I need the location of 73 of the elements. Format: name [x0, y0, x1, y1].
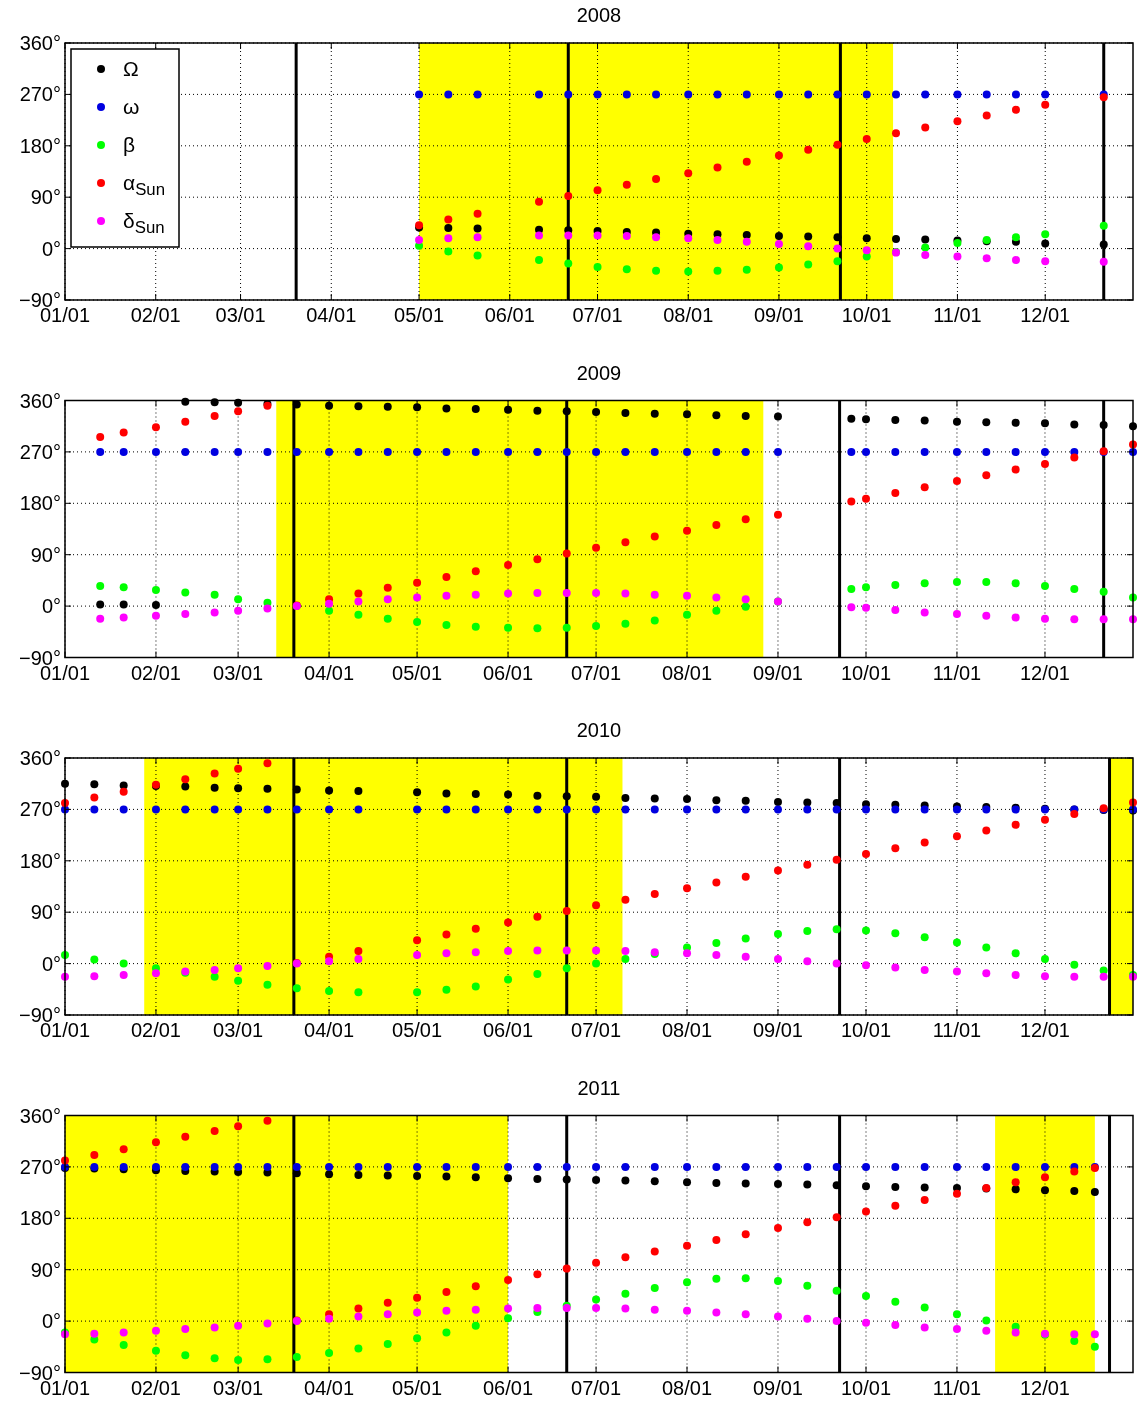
- x-tick-label: 09/01: [752, 1019, 804, 1041]
- legend-label: β: [123, 133, 136, 156]
- x-tick-label: 10/01: [840, 661, 892, 684]
- x-tick-label: 06/01: [483, 1376, 534, 1399]
- x-tick-label: 09/01: [752, 1376, 804, 1399]
- y-tick-label: 0°: [41, 952, 61, 975]
- legend-label: α$_{Sun}$: [123, 171, 165, 200]
- y-tick-label: 180°: [19, 849, 61, 872]
- x-tick-label: 02/01: [130, 304, 181, 326]
- x-tick-label: 12/01: [1019, 661, 1071, 684]
- x-tick-label: 03/01: [215, 304, 266, 326]
- x-tick-label: 08/01: [661, 661, 713, 684]
- x-tick-label: 09/01: [753, 304, 804, 326]
- y-tick-label: 0°: [41, 237, 61, 260]
- x-tick-label: 04/01: [304, 661, 355, 684]
- x-tick-label: 02/01: [130, 1019, 181, 1041]
- x-tick-label: 11/01: [932, 1376, 982, 1399]
- y-tick-label: 360°: [19, 1104, 61, 1127]
- y-tick-label: 90°: [30, 543, 61, 566]
- x-tick-label: 12/01: [1020, 304, 1071, 326]
- x-tick-label: 04/01: [304, 1376, 355, 1399]
- x-tick-label: 03/01: [213, 1376, 264, 1399]
- x-tick-label: 10/01: [841, 304, 892, 326]
- x-tick-label: 03/01: [213, 661, 264, 684]
- x-tick-label: 07/01: [571, 1019, 622, 1041]
- x-tick-label: 04/01: [304, 1019, 355, 1041]
- x-tick-label: 10/01: [840, 1019, 892, 1041]
- x-tick-label: 03/01: [213, 1019, 264, 1041]
- y-tick-label: 270°: [19, 83, 61, 106]
- y-tick-label: 270°: [19, 1155, 61, 1178]
- y-tick-label: 180°: [19, 492, 61, 515]
- y-tick-label: 180°: [19, 1207, 61, 1230]
- x-tick-label: 10/01: [840, 1376, 892, 1399]
- legend-label: ω: [123, 95, 140, 118]
- x-tick-label: 08/01: [661, 1019, 713, 1041]
- chart-title: 2010: [576, 719, 622, 741]
- x-tick-label: 08/01: [663, 304, 714, 326]
- y-tick-label: 90°: [30, 186, 61, 209]
- y-tick-label: 270°: [19, 798, 61, 821]
- y-tick-label: 90°: [30, 1258, 61, 1281]
- x-tick-label: 07/01: [571, 661, 622, 684]
- x-tick-label: 11/01: [932, 661, 982, 684]
- y-tick-label: 0°: [41, 595, 61, 618]
- y-tick-label: 360°: [19, 32, 61, 54]
- chart-title: 2008: [576, 4, 622, 26]
- x-tick-label: 02/01: [130, 1376, 181, 1399]
- x-tick-label: 07/01: [572, 304, 623, 326]
- y-tick-label: 90°: [30, 901, 61, 924]
- x-tick-label: 05/01: [392, 661, 443, 684]
- x-tick-label: 11/01: [932, 1019, 982, 1041]
- x-tick-label: 02/01: [130, 661, 181, 684]
- legend-label: δ$_{Sun}$: [123, 209, 165, 238]
- chart-title: 2009: [576, 361, 622, 384]
- y-tick-label: 360°: [19, 389, 61, 412]
- x-tick-label: 05/01: [394, 304, 445, 326]
- x-tick-label: 05/01: [392, 1376, 443, 1399]
- legend-label: Ω: [123, 57, 139, 80]
- y-tick-label: 270°: [19, 440, 61, 463]
- x-tick-label: 08/01: [661, 1376, 713, 1399]
- x-tick-label: 06/01: [483, 661, 534, 684]
- x-tick-label: 05/01: [392, 1019, 443, 1041]
- x-tick-label: 04/01: [306, 304, 357, 326]
- x-tick-label: 12/01: [1019, 1376, 1071, 1399]
- x-tick-label: 11/01: [933, 304, 982, 326]
- x-tick-label: 06/01: [484, 304, 535, 326]
- x-tick-label: 06/01: [483, 1019, 534, 1041]
- y-tick-label: 180°: [19, 134, 61, 157]
- chart-title: 2011: [577, 1076, 621, 1099]
- y-tick-label: 360°: [19, 747, 61, 769]
- x-tick-label: 09/01: [752, 661, 804, 684]
- y-tick-label: 0°: [41, 1310, 61, 1333]
- x-tick-label: 12/01: [1019, 1019, 1071, 1041]
- x-tick-label: 07/01: [571, 1376, 622, 1399]
